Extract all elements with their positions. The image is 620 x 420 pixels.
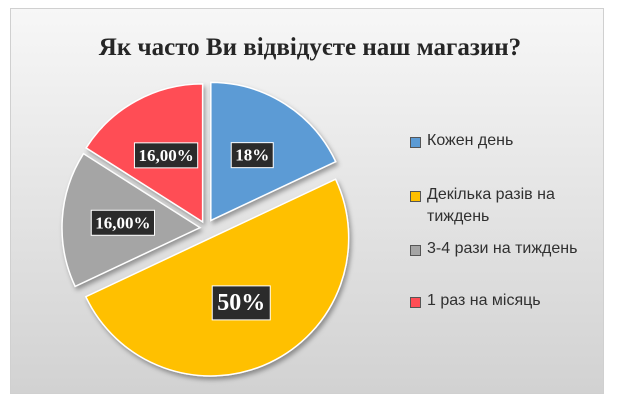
chart-title: Як часто Ви відвідуєте наш магазин? — [98, 34, 522, 61]
pie-slice — [84, 178, 350, 377]
legend-swatch — [410, 137, 421, 148]
legend-swatch — [410, 245, 421, 256]
legend-swatch — [410, 297, 421, 308]
data-label: 18% — [235, 146, 269, 165]
legend-item: Декілька разів на тиждень — [410, 184, 615, 228]
data-label-box — [133, 142, 199, 169]
legend-label: Декілька разів на тиждень — [427, 186, 555, 225]
legend-label: 1 раз на місяць — [427, 292, 541, 309]
data-label-box — [230, 142, 274, 169]
legend-label: 3-4 рази на тиждень — [427, 240, 578, 257]
data-label: 16,00% — [95, 213, 150, 232]
data-label: 50% — [217, 290, 265, 316]
legend-item: Кожен день — [410, 130, 615, 152]
legend-label: Кожен день — [427, 132, 514, 149]
chart-legend: Кожен день Декілька разів на тиждень 3-4… — [410, 118, 615, 332]
data-label: 16,00% — [138, 146, 193, 165]
data-label-box — [211, 285, 271, 321]
legend-swatch — [410, 191, 421, 202]
legend-item: 3-4 рази на тиждень — [410, 238, 615, 260]
data-label-box — [90, 209, 156, 236]
legend-item: 1 раз на місяць — [410, 290, 615, 312]
